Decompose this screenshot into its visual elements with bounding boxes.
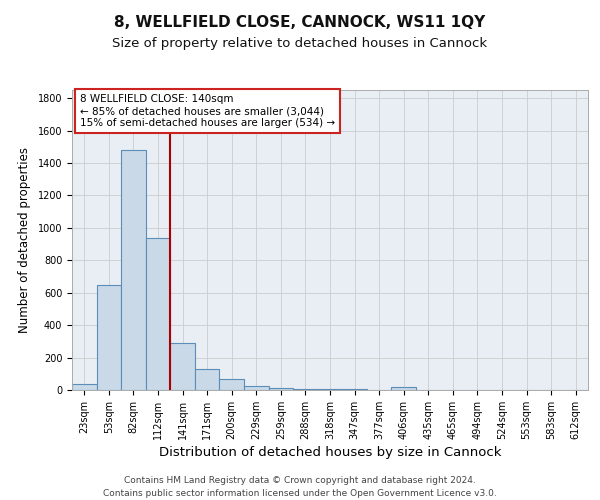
Bar (97, 284, 121, 390)
Text: Size of property relative to detached houses in Cannock: Size of property relative to detached ho… (112, 38, 488, 51)
Bar (195, 369, 220, 390)
Text: 8, WELLFIELD CLOSE, CANNOCK, WS11 1QY: 8, WELLFIELD CLOSE, CANNOCK, WS11 1QY (115, 15, 485, 30)
Bar (391, 387, 416, 390)
Bar (244, 386, 269, 390)
Bar (220, 380, 244, 390)
Bar (146, 238, 170, 390)
Bar (318, 389, 342, 390)
Bar (72, 384, 97, 390)
Bar (121, 150, 146, 390)
Y-axis label: Number of detached properties: Number of detached properties (18, 147, 31, 333)
X-axis label: Distribution of detached houses by size in Cannock: Distribution of detached houses by size … (159, 446, 501, 459)
Bar (293, 388, 318, 390)
Text: 8 WELLFIELD CLOSE: 140sqm
← 85% of detached houses are smaller (3,044)
15% of se: 8 WELLFIELD CLOSE: 140sqm ← 85% of detac… (80, 94, 335, 128)
Bar (170, 343, 195, 390)
Bar (269, 388, 293, 390)
Text: Contains HM Land Registry data © Crown copyright and database right 2024.
Contai: Contains HM Land Registry data © Crown c… (103, 476, 497, 498)
